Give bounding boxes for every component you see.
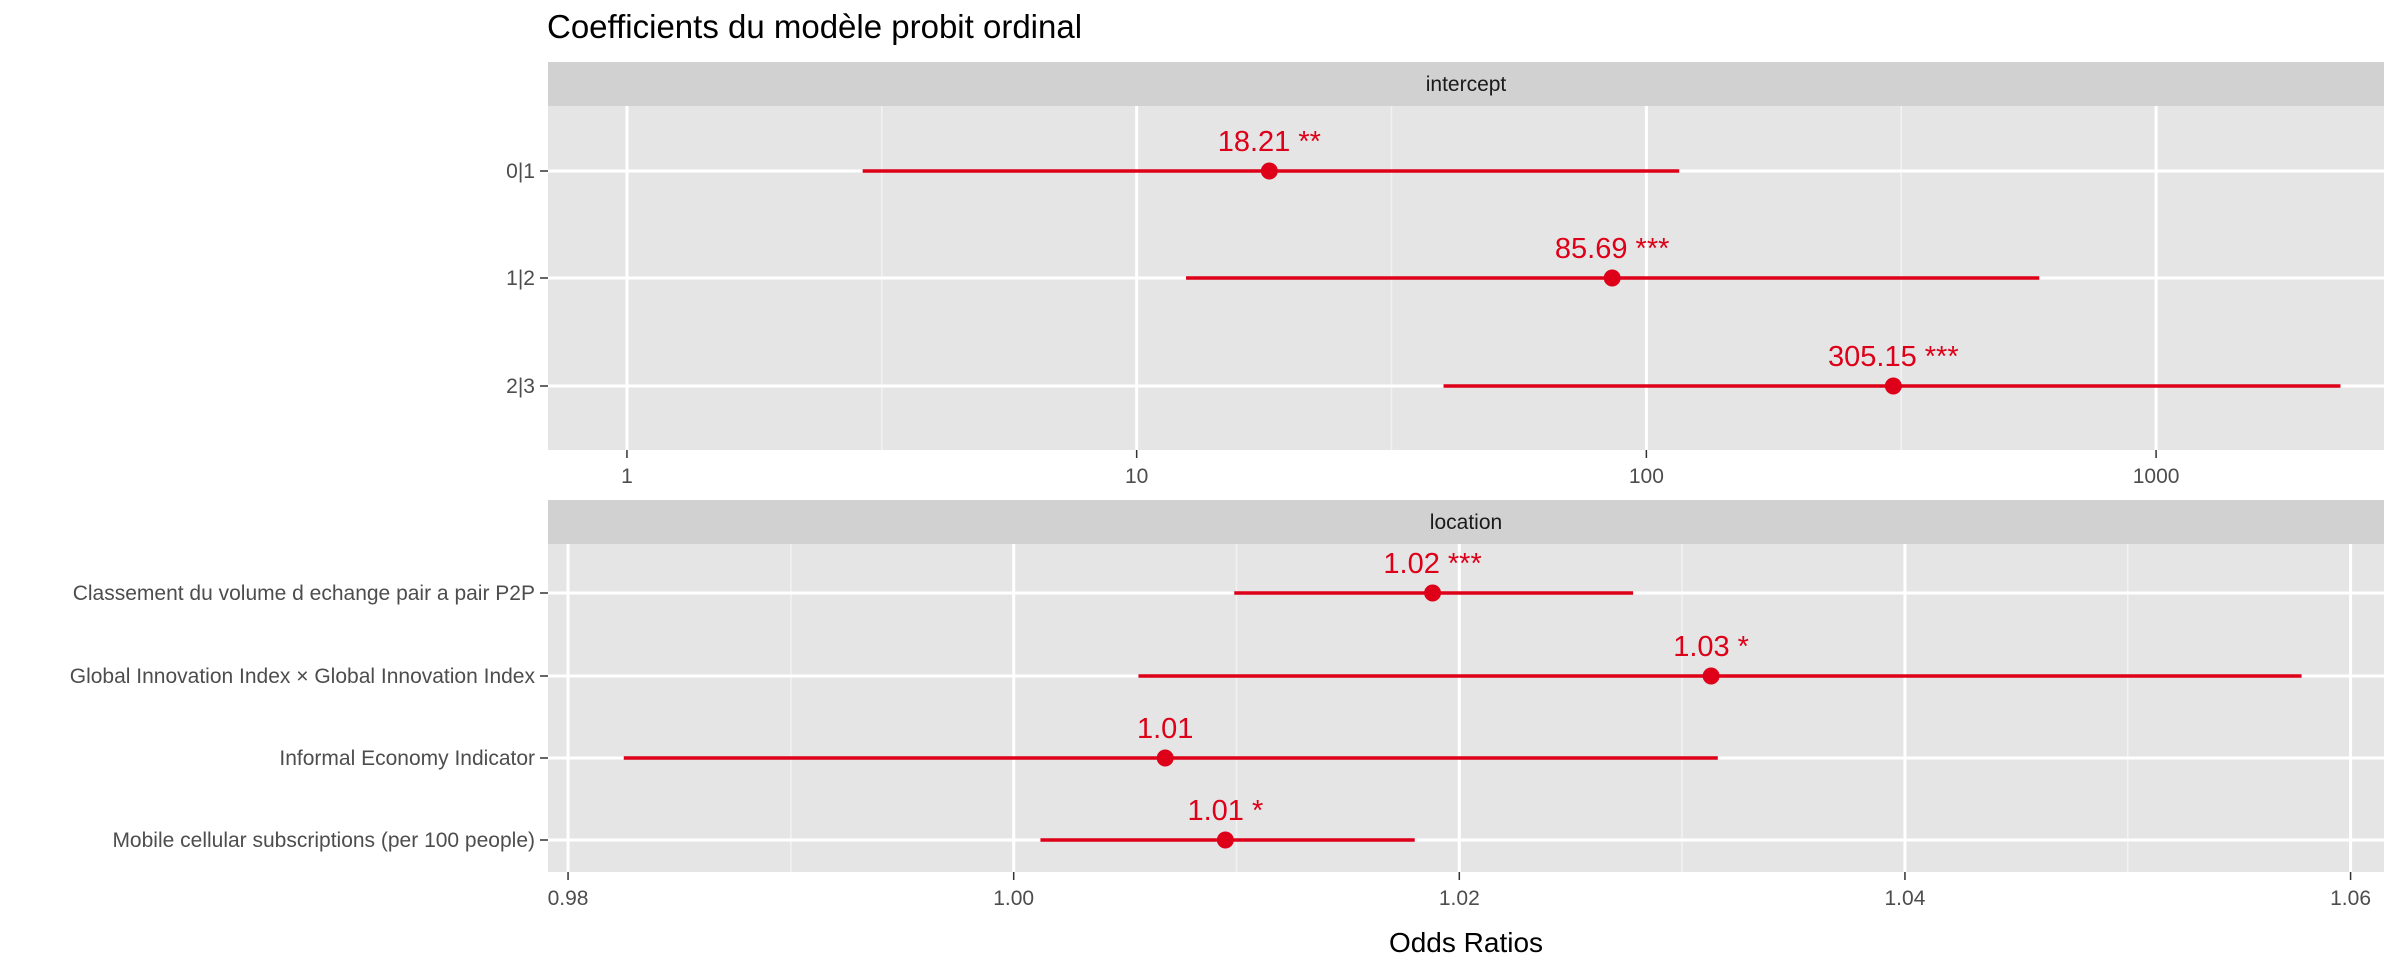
data-label: 18.21 **	[1218, 126, 1321, 158]
strip-label: location	[1430, 511, 1502, 534]
x-tick-label: 1.00	[993, 887, 1034, 910]
x-tick-label: 1000	[2133, 465, 2180, 488]
data-label: 1.02 ***	[1383, 548, 1481, 580]
x-tick-label: 1.06	[2330, 887, 2371, 910]
x-tick-label: 100	[1629, 465, 1664, 488]
point-estimate	[1424, 584, 1442, 602]
point-estimate	[1156, 749, 1174, 767]
panel-background	[548, 544, 2384, 872]
data-label: 1.03 *	[1673, 631, 1749, 663]
y-tick-label: Mobile cellular subscriptions (per 100 p…	[112, 829, 535, 852]
x-tick-label: 10	[1125, 465, 1148, 488]
x-axis-label: Odds Ratios	[1389, 927, 1543, 958]
y-tick-label: Informal Economy Indicator	[279, 747, 535, 770]
data-label: 305.15 ***	[1828, 341, 1959, 373]
strip-label: intercept	[1426, 73, 1507, 96]
y-tick-label: 2|3	[506, 375, 535, 398]
point-estimate	[1603, 269, 1621, 287]
x-tick-label: 1.02	[1439, 887, 1480, 910]
panel-location: location 0.98 1.00 1.02 1.04 1.06 Classement d…	[70, 500, 2384, 910]
x-tick-label: 1.04	[1885, 887, 1926, 910]
x-tick-label: 0.98	[548, 887, 589, 910]
y-tick-label: 1|2	[506, 267, 535, 290]
chart-title: Coefficients du modèle probit ordinal	[547, 8, 1082, 45]
y-tick-label: 0|1	[506, 160, 535, 183]
data-label: 85.69 ***	[1555, 233, 1670, 265]
data-label: 1.01	[1137, 713, 1193, 745]
panel-intercept: intercept 1 10 100 1000 0|1 18.21 ** 1|2 85.69 *…	[506, 62, 2384, 488]
strip-location	[548, 500, 2384, 544]
point-estimate	[1260, 162, 1278, 180]
y-tick-label: Global Innovation Index × Global Innovat…	[70, 665, 536, 688]
point-estimate	[1216, 831, 1234, 849]
point-estimate	[1702, 667, 1720, 685]
strip-intercept	[548, 62, 2384, 106]
y-tick-label: Classement du volume d echange pair a pa…	[73, 582, 535, 605]
x-tick-label: 1	[621, 465, 633, 488]
data-label: 1.01 *	[1187, 795, 1263, 827]
panels: intercept 1 10 100 1000 0|1 18.21 ** 1|2 85.69 *…	[70, 62, 2384, 910]
point-estimate	[1884, 377, 1902, 395]
